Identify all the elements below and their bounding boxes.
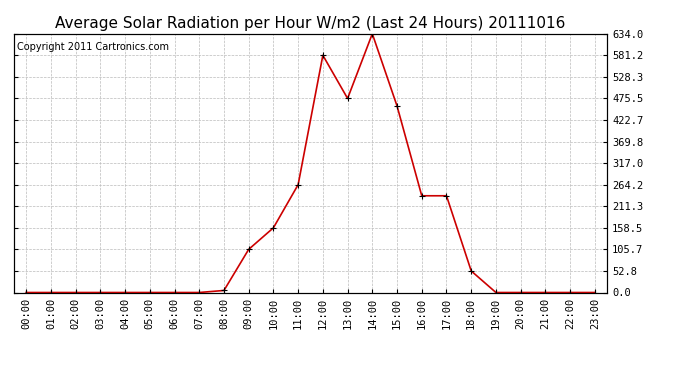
Title: Average Solar Radiation per Hour W/m2 (Last 24 Hours) 20111016: Average Solar Radiation per Hour W/m2 (L… <box>55 16 566 31</box>
Text: Copyright 2011 Cartronics.com: Copyright 2011 Cartronics.com <box>17 42 169 51</box>
